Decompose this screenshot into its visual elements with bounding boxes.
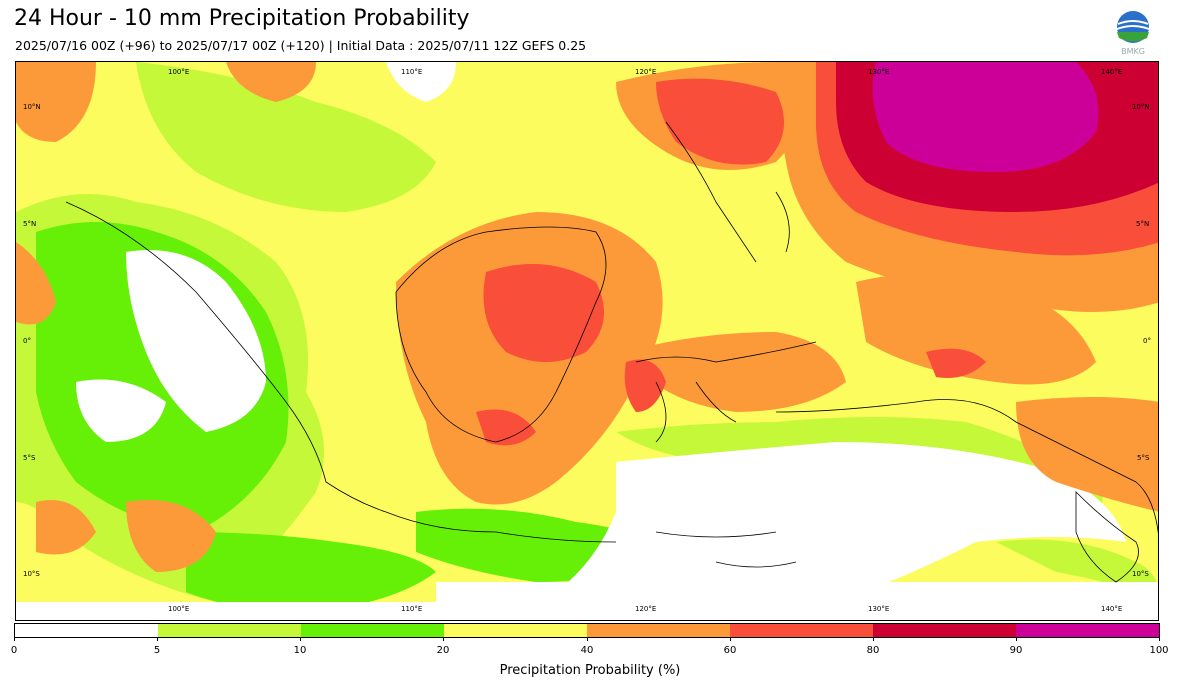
colorbar-segment-6 (873, 624, 1016, 637)
lat-label-right-10n: 10°N (1132, 103, 1150, 111)
colorbar-tick-100: 100 (1149, 645, 1169, 656)
lon-label-bottom-130e: 130°E (868, 605, 890, 613)
colorbar-tickmark (14, 637, 15, 641)
colorbar (14, 623, 1160, 638)
lat-label-left-5s: 5°S (23, 454, 36, 462)
lon-label-top-140e: 140°E (1101, 68, 1123, 76)
colorbar-label: Precipitation Probability (%) (499, 663, 681, 678)
colorbar-tick-80: 80 (866, 645, 880, 656)
colorbar-tickmark (587, 637, 588, 641)
lat-label-right-5s: 5°S (1137, 454, 1150, 462)
bmkg-logo: BMKG (1116, 11, 1150, 56)
colorbar-tickmark (1159, 637, 1160, 641)
precipitation-map: 100°E 110°E 120°E 130°E 140°E 100°E 110°… (15, 61, 1159, 621)
lon-label-bottom-110e: 110°E (401, 605, 423, 613)
lat-label-left-10n: 10°N (23, 103, 41, 111)
lat-label-right-5n: 5°N (1136, 220, 1150, 228)
colorbar-tick-10: 10 (293, 645, 307, 656)
colorbar-tickmark (730, 637, 731, 641)
colorbar-tick-5: 5 (153, 645, 161, 656)
colorbar-tickmark (873, 637, 874, 641)
colorbar-tick-60: 60 (723, 645, 737, 656)
lat-label-left-5n: 5°N (23, 220, 37, 228)
colorbar-tickmark (1016, 637, 1017, 641)
colorbar-segment-7 (1016, 624, 1159, 637)
colorbar-segment-4 (587, 624, 730, 637)
map-title: 24 Hour - 10 mm Precipitation Probabilit… (14, 6, 470, 31)
colorbar-tick-20: 20 (436, 645, 450, 656)
colorbar-segment-1 (158, 624, 301, 637)
colorbar-segment-0 (15, 624, 158, 637)
colorbar-tick-0: 0 (10, 645, 18, 656)
colorbar-tick-40: 40 (580, 645, 594, 656)
lat-label-right-10s: 10°S (1132, 570, 1149, 578)
lon-label-top-130e: 130°E (868, 68, 890, 76)
colorbar-segment-2 (301, 624, 444, 637)
lon-label-top-100e: 100°E (168, 68, 190, 76)
lat-label-left-10s: 10°S (23, 570, 40, 578)
probability-field (16, 62, 1158, 620)
lon-label-bottom-140e: 140°E (1101, 605, 1123, 613)
colorbar-segment-3 (444, 624, 587, 637)
lon-label-top-120e: 120°E (635, 68, 657, 76)
colorbar-tickmark (443, 637, 444, 641)
map-subtitle: 2025/07/16 00Z (+96) to 2025/07/17 00Z (… (15, 38, 587, 53)
lat-label-right-0: 0° (1143, 337, 1151, 345)
lat-label-left-0: 0° (23, 337, 31, 345)
colorbar-tickmark (300, 637, 301, 641)
lon-label-bottom-120e: 120°E (635, 605, 657, 613)
colorbar-tickmark (157, 637, 158, 641)
lon-label-bottom-100e: 100°E (168, 605, 190, 613)
lon-label-top-110e: 110°E (401, 68, 423, 76)
colorbar-tick-90: 90 (1009, 645, 1023, 656)
logo-text: BMKG (1121, 47, 1145, 56)
colorbar-segment-5 (730, 624, 873, 637)
